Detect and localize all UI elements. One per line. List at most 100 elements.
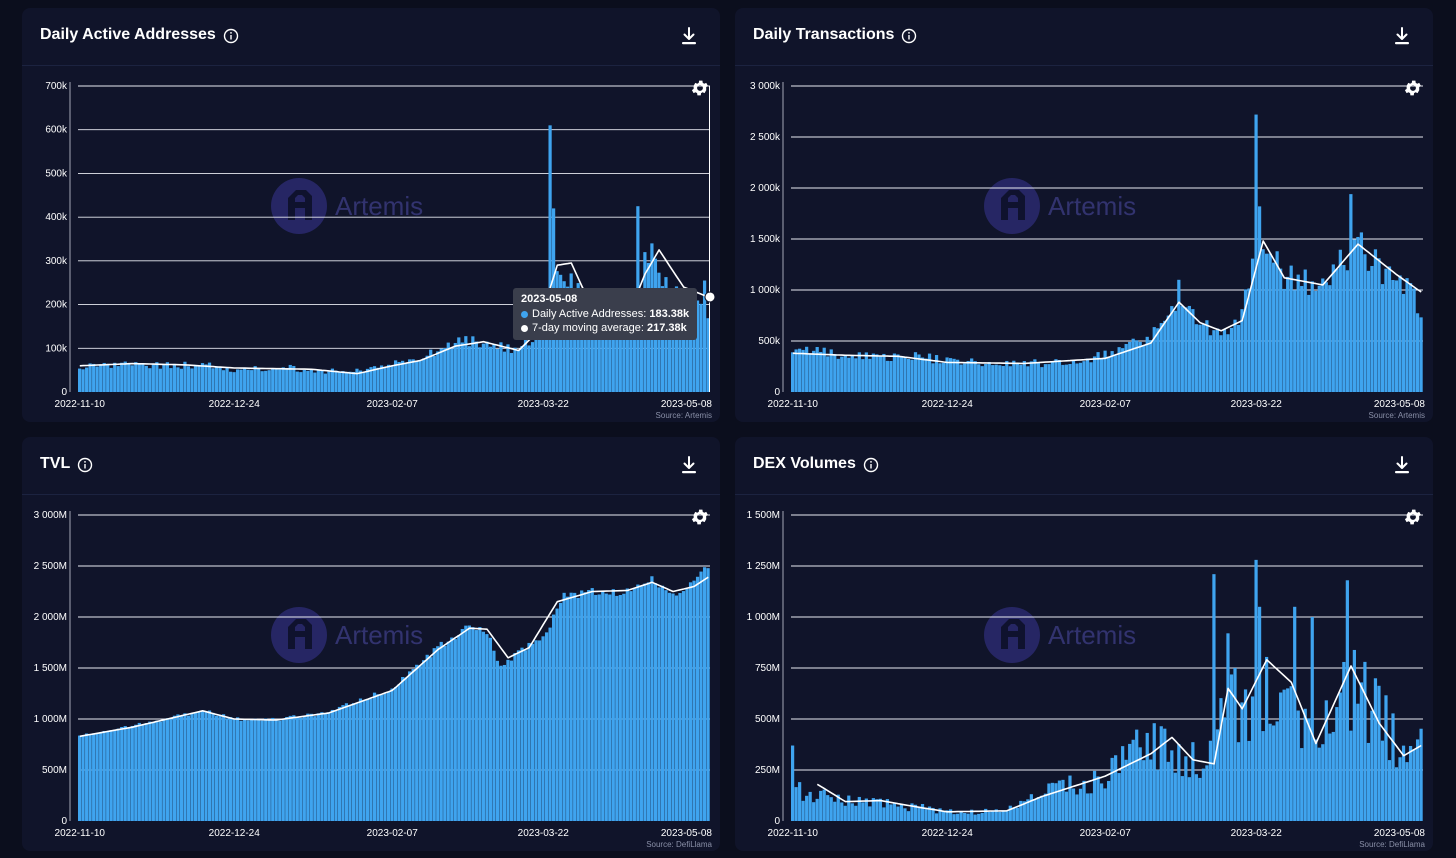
bar	[207, 362, 212, 392]
bar	[162, 720, 166, 821]
bar	[429, 657, 433, 821]
chart-title: DEX Volumes	[753, 455, 856, 472]
bar	[1061, 364, 1065, 392]
bar	[411, 359, 415, 392]
bar	[257, 367, 261, 392]
download-button[interactable]	[678, 454, 700, 476]
bar	[341, 371, 345, 392]
bar	[840, 356, 844, 392]
bar	[991, 365, 995, 392]
bar	[299, 717, 303, 821]
bar	[1377, 258, 1381, 392]
bar	[819, 790, 823, 821]
bar	[833, 353, 837, 392]
y-tick-label: 2 500k	[750, 132, 781, 143]
download-button[interactable]	[1391, 25, 1413, 47]
bar	[1345, 270, 1349, 392]
bar	[225, 718, 229, 821]
download-button[interactable]	[678, 25, 700, 47]
bar	[1128, 341, 1132, 392]
download-button[interactable]	[1391, 454, 1413, 476]
bar	[313, 716, 317, 821]
bar	[941, 810, 946, 821]
bar	[211, 368, 215, 392]
panel-daily-transactions: Daily Transactions Artemis 0 500k 1 000k 1 50…	[735, 8, 1433, 422]
chart-settings-button[interactable]	[690, 78, 710, 98]
bar	[829, 349, 833, 392]
bar	[1092, 770, 1097, 821]
bar	[688, 312, 693, 392]
bar	[1180, 306, 1184, 392]
info-icon[interactable]	[901, 28, 917, 44]
bar	[843, 354, 847, 392]
panel-header: DEX Volumes	[735, 437, 1433, 495]
bar	[1092, 356, 1097, 392]
tooltip-value: 217.38k	[646, 322, 687, 334]
bar	[141, 725, 145, 821]
bar	[158, 368, 162, 392]
bar	[604, 593, 608, 821]
y-tick-label: 0	[61, 387, 67, 398]
bar	[805, 346, 809, 392]
bar	[1047, 783, 1051, 821]
bar	[267, 370, 271, 392]
bar	[910, 803, 914, 821]
bar	[106, 731, 110, 821]
download-icon	[682, 456, 696, 474]
bar	[1215, 328, 1220, 392]
bar	[1208, 335, 1213, 392]
chart-title: Daily Transactions	[753, 26, 895, 43]
bar	[875, 354, 879, 392]
info-icon[interactable]	[77, 457, 93, 473]
bar	[179, 715, 184, 821]
bar	[629, 591, 633, 821]
info-icon[interactable]	[223, 28, 239, 44]
bar	[685, 588, 689, 821]
bar	[625, 322, 629, 392]
bar	[271, 717, 275, 821]
bar	[1107, 780, 1111, 821]
bar	[267, 719, 271, 821]
bar	[285, 368, 289, 392]
bar	[1275, 721, 1279, 821]
bar	[857, 352, 861, 392]
bar	[1212, 330, 1216, 392]
bar	[1265, 656, 1269, 821]
bar	[706, 318, 710, 392]
bar	[1159, 726, 1163, 821]
bar	[369, 367, 373, 392]
chart-settings-button[interactable]	[1403, 507, 1423, 527]
bar	[1145, 336, 1149, 392]
bar	[548, 627, 552, 821]
bar	[980, 366, 984, 392]
bar	[1043, 793, 1048, 821]
bar	[826, 795, 830, 821]
bar	[137, 364, 141, 392]
bar	[1377, 685, 1381, 821]
bar	[85, 367, 89, 392]
bar	[1089, 793, 1093, 821]
chart-tooltip: 2023-05-08 Daily Active Addresses: 183.38…	[513, 288, 698, 340]
bar	[910, 359, 914, 392]
bar	[864, 798, 868, 821]
bar	[134, 362, 138, 392]
bar	[197, 366, 201, 392]
y-tick-label: 250M	[755, 765, 780, 776]
bar	[1254, 559, 1258, 821]
bar	[597, 594, 601, 821]
bar	[1198, 324, 1202, 392]
bar	[186, 715, 191, 821]
bar	[292, 365, 296, 392]
bar	[688, 582, 693, 821]
bar	[534, 640, 538, 821]
y-tick-label: 500k	[45, 168, 68, 179]
bar	[639, 295, 643, 392]
bar	[583, 310, 587, 392]
tooltip-row: Daily Active Addresses: 183.38k	[521, 307, 689, 321]
bar	[597, 309, 601, 392]
bar	[1135, 340, 1139, 392]
info-icon[interactable]	[863, 457, 879, 473]
chart-settings-button[interactable]	[1403, 78, 1423, 98]
chart-settings-button[interactable]	[690, 507, 710, 527]
bar	[1373, 249, 1378, 392]
